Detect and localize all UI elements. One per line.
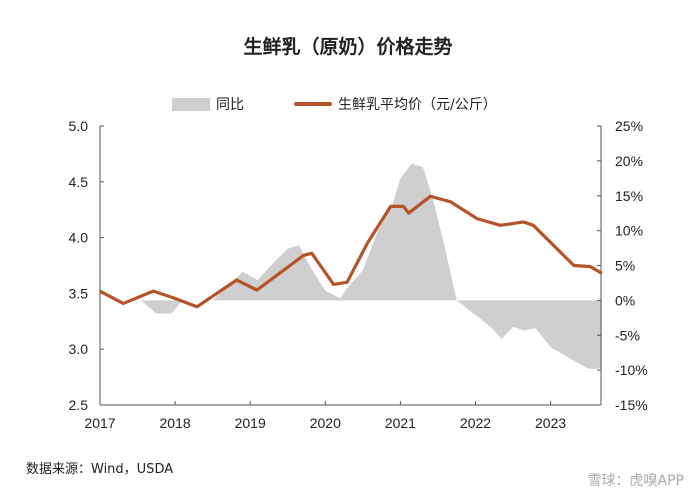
legend-label-yoy: 同比 (216, 97, 244, 113)
price-point (449, 201, 452, 203)
y-right-tick-label: -10% (615, 362, 648, 378)
legend-swatch-yoy (172, 97, 210, 111)
price-point (346, 281, 348, 284)
y-right-tick-label: 15% (615, 188, 643, 204)
price-point (302, 254, 305, 257)
price-point (310, 252, 313, 255)
price-point (476, 217, 478, 220)
y-left-tick-label: 4.0 (69, 230, 89, 246)
x-tick-label: 2023 (535, 415, 566, 431)
y-right-tick-label: 25% (615, 118, 643, 134)
price-point (573, 264, 575, 267)
y-right-tick-label: -15% (615, 397, 648, 413)
y-left-tick-label: 3.5 (69, 285, 89, 301)
price-point (589, 265, 592, 268)
price-point (99, 290, 101, 292)
price-point (402, 205, 405, 208)
y-right-tick-label: 10% (615, 223, 643, 239)
price-point (600, 272, 603, 275)
y-right-tick-label: 20% (615, 153, 643, 169)
price-point (532, 224, 535, 227)
price-line (99, 194, 603, 309)
y-right-tick-label: -5% (615, 327, 640, 343)
price-point (522, 221, 525, 223)
price-point (256, 289, 258, 291)
price-point (499, 224, 502, 227)
price-point (389, 205, 392, 208)
x-tick-label: 2022 (460, 415, 491, 431)
watermark: 雪球：虎嗅APP (587, 473, 684, 489)
x-tick-label: 2020 (310, 415, 341, 431)
price-point (172, 297, 175, 299)
price-point (235, 279, 238, 281)
legend-label-price: 生鲜乳平均价（元/公斤） (338, 97, 497, 113)
source-note: 数据来源：Wind，USDA (26, 462, 174, 477)
price-point (366, 242, 369, 244)
y-right-tick-label: 0% (615, 292, 635, 308)
price-point (407, 212, 410, 214)
price-point (429, 195, 432, 198)
legend: 同比 生鲜乳平均价（元/公斤） (172, 94, 497, 114)
x-tick-label: 2019 (235, 415, 266, 431)
price-point (196, 305, 198, 308)
y-left-tick-label: 3.0 (69, 341, 89, 357)
price-point (332, 283, 335, 286)
legend-swatch-price (294, 102, 332, 106)
y-left-tick-label: 4.5 (69, 174, 89, 190)
price-point (122, 302, 125, 305)
y-left-tick-label: 5.0 (69, 118, 89, 134)
y-left-tick-label: 2.5 (69, 397, 89, 413)
y-right-tick-label: 5% (615, 258, 635, 274)
x-tick-label: 2021 (385, 415, 416, 431)
x-tick-label: 2018 (160, 415, 191, 431)
price-point (152, 290, 155, 292)
x-tick-label: 2017 (84, 415, 115, 431)
yoy-area (100, 163, 602, 369)
chart-title: 生鲜乳（原奶）价格走势 (243, 36, 453, 58)
